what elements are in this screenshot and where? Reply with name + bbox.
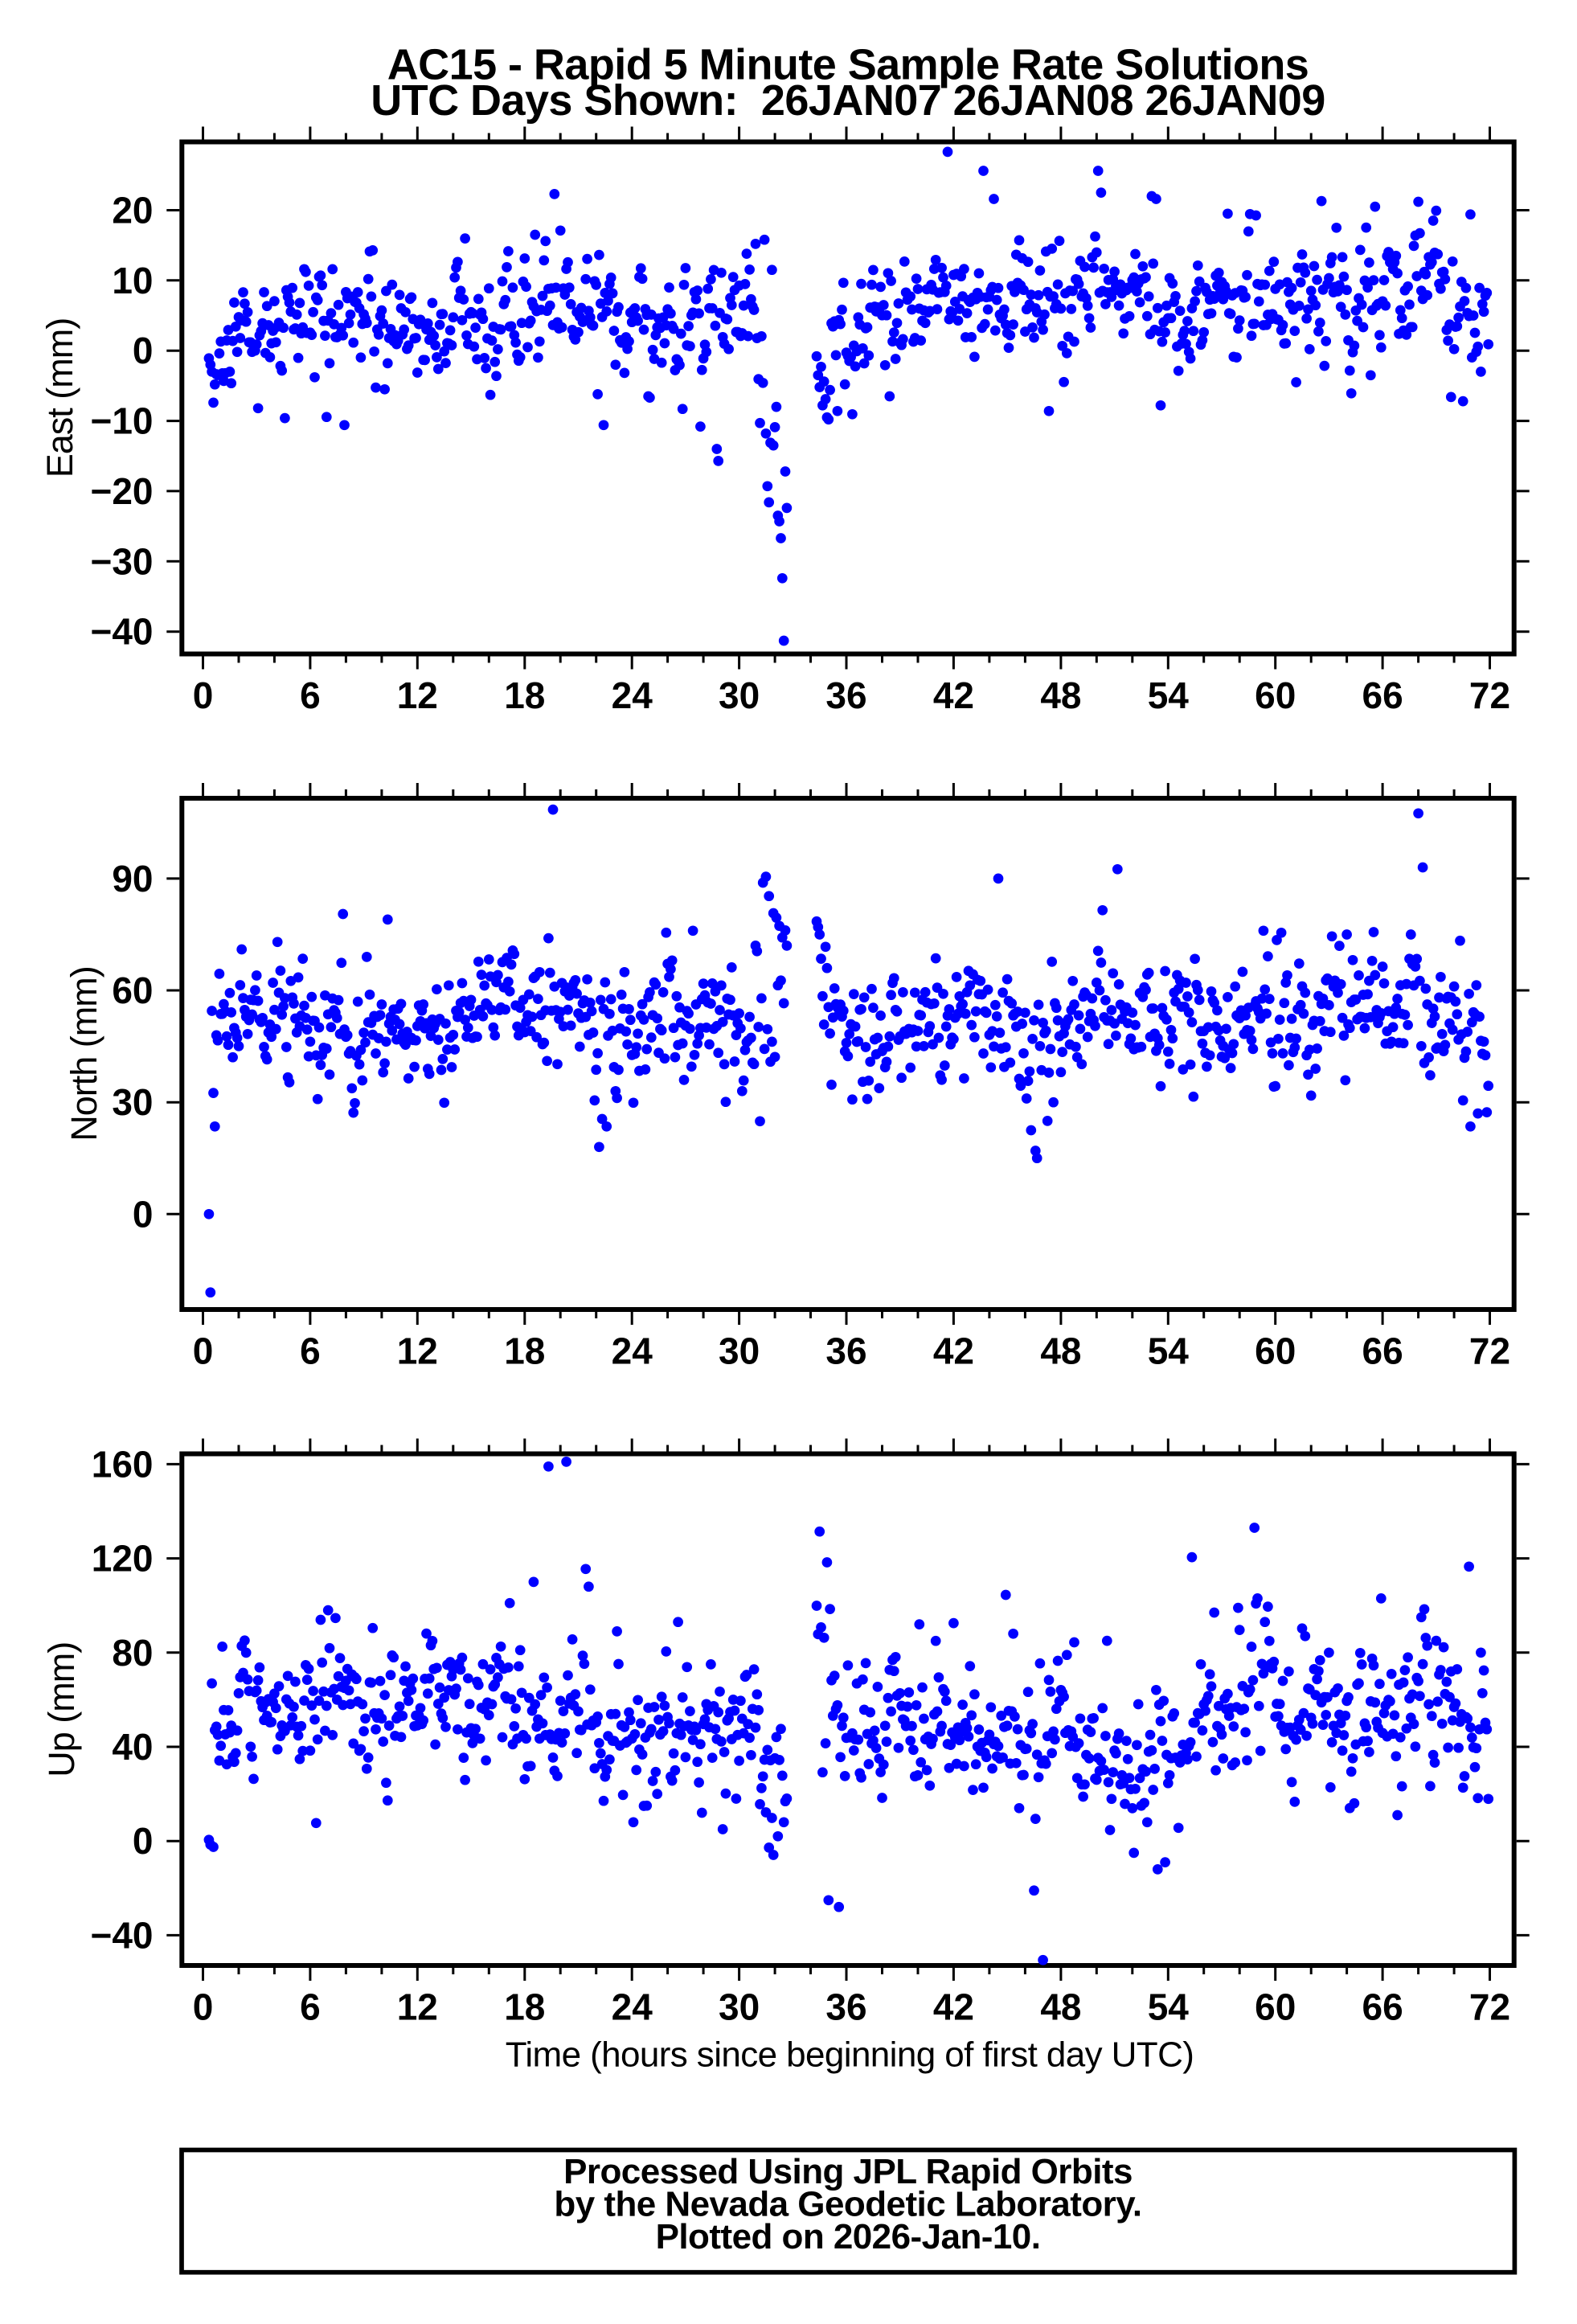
svg-text:36: 36 — [825, 1330, 866, 1372]
svg-text:160: 160 — [92, 1443, 154, 1485]
svg-text:80: 80 — [112, 1632, 153, 1674]
svg-text:−40: −40 — [90, 611, 153, 653]
svg-text:18: 18 — [504, 1986, 545, 2028]
svg-text:0: 0 — [193, 1986, 214, 2028]
svg-text:60: 60 — [112, 969, 153, 1011]
svg-text:66: 66 — [1362, 1986, 1403, 2028]
svg-text:36: 36 — [825, 674, 866, 716]
svg-text:72: 72 — [1469, 674, 1510, 716]
svg-text:10: 10 — [112, 260, 153, 301]
svg-text:East (mm): East (mm) — [39, 318, 80, 478]
svg-text:24: 24 — [612, 674, 653, 716]
svg-text:60: 60 — [1255, 674, 1296, 716]
svg-text:54: 54 — [1148, 1986, 1190, 2028]
svg-text:40: 40 — [112, 1726, 153, 1768]
svg-text:30: 30 — [719, 1330, 760, 1372]
svg-text:−30: −30 — [90, 540, 153, 582]
svg-text:Plotted on 2026-Jan-10.: Plotted on 2026-Jan-10. — [656, 2217, 1041, 2256]
svg-text:42: 42 — [933, 1986, 974, 2028]
svg-text:24: 24 — [612, 1986, 653, 2028]
svg-text:48: 48 — [1040, 1330, 1081, 1372]
svg-text:−40: −40 — [90, 1914, 153, 1956]
svg-text:24: 24 — [612, 1330, 653, 1372]
svg-text:6: 6 — [300, 674, 321, 716]
svg-text:0: 0 — [133, 1820, 154, 1862]
svg-text:0: 0 — [193, 674, 214, 716]
svg-text:Processed Using JPL Rapid Orbi: Processed Using JPL Rapid Orbits — [563, 2152, 1133, 2191]
svg-text:Up (mm): Up (mm) — [41, 1642, 82, 1777]
svg-text:6: 6 — [300, 1986, 321, 2028]
svg-text:AC15 - Rapid 5 Minute Sample R: AC15 - Rapid 5 Minute Sample Rate Soluti… — [387, 41, 1309, 89]
svg-text:18: 18 — [504, 674, 545, 716]
svg-text:−20: −20 — [90, 470, 153, 512]
svg-text:30: 30 — [112, 1081, 153, 1123]
svg-text:UTC Days Shown: 26JAN07 26JAN: UTC Days Shown: 26JAN07 26JAN08 26JAN09 — [371, 76, 1325, 125]
svg-text:12: 12 — [397, 1330, 438, 1372]
svg-text:42: 42 — [933, 674, 974, 716]
svg-text:120: 120 — [92, 1538, 154, 1580]
svg-text:60: 60 — [1255, 1330, 1296, 1372]
svg-text:30: 30 — [719, 674, 760, 716]
svg-text:by the Nevada Geodetic Laborat: by the Nevada Geodetic Laboratory. — [554, 2185, 1141, 2224]
svg-text:48: 48 — [1040, 674, 1081, 716]
svg-text:20: 20 — [112, 190, 153, 232]
svg-text:60: 60 — [1255, 1986, 1296, 2028]
svg-text:6: 6 — [300, 1330, 321, 1372]
svg-text:90: 90 — [112, 858, 153, 900]
svg-text:North (mm): North (mm) — [63, 966, 104, 1141]
svg-text:54: 54 — [1148, 1330, 1190, 1372]
svg-text:12: 12 — [397, 1986, 438, 2028]
svg-text:Time (hours since beginning of: Time (hours since beginning of first day… — [506, 2035, 1194, 2075]
svg-text:72: 72 — [1469, 1986, 1510, 2028]
svg-text:0: 0 — [133, 330, 154, 371]
svg-text:54: 54 — [1148, 674, 1190, 716]
svg-text:30: 30 — [719, 1986, 760, 2028]
svg-text:72: 72 — [1469, 1330, 1510, 1372]
svg-text:12: 12 — [397, 674, 438, 716]
svg-text:18: 18 — [504, 1330, 545, 1372]
svg-text:42: 42 — [933, 1330, 974, 1372]
svg-text:0: 0 — [193, 1330, 214, 1372]
svg-text:36: 36 — [825, 1986, 866, 2028]
svg-text:66: 66 — [1362, 674, 1403, 716]
svg-text:66: 66 — [1362, 1330, 1403, 1372]
svg-text:48: 48 — [1040, 1986, 1081, 2028]
svg-text:0: 0 — [133, 1193, 154, 1235]
svg-text:−10: −10 — [90, 400, 153, 442]
